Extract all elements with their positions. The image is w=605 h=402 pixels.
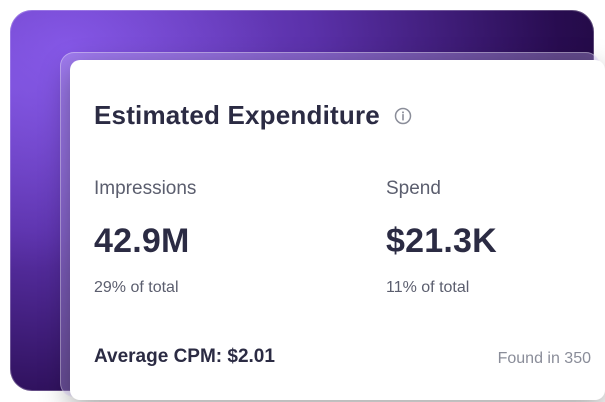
metric-subtext: 29% of total [94, 279, 179, 296]
metric-value: 42.9M [94, 222, 190, 260]
metric-label: Impressions [94, 178, 197, 199]
info-icon[interactable] [394, 107, 412, 125]
metric-subtext: 11% of total [386, 279, 470, 296]
card-title: Estimated Expenditure [94, 100, 380, 130]
metric-label: Spend [386, 178, 441, 199]
title-row: Estimated Expenditure [94, 100, 412, 131]
found-in-text: Found in 350 [497, 350, 591, 367]
metric-spend: Spend $21.3K 11% of total [386, 178, 605, 297]
metric-value: $21.3K [386, 222, 497, 260]
metric-impressions: Impressions 42.9M 29% of total [94, 178, 334, 297]
average-cpm: Average CPM: $2.01 [94, 346, 275, 367]
expenditure-card: Estimated Expenditure Impressions 42.9M … [70, 60, 605, 400]
